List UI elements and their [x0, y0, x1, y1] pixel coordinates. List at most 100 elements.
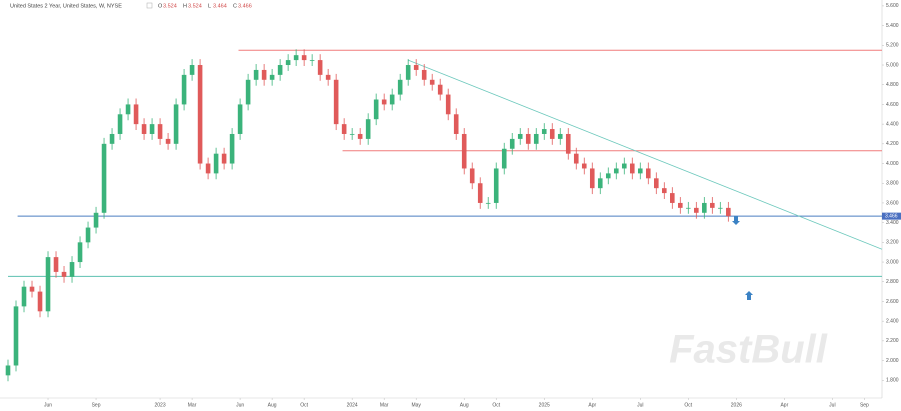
- candle-body: [61, 271, 67, 277]
- candle-body: [469, 168, 475, 184]
- candle-body: [629, 163, 635, 174]
- trend-line: [408, 59, 883, 250]
- x-tick-label: Oct: [300, 402, 308, 408]
- candle-body: [109, 133, 115, 144]
- candle-body: [101, 143, 107, 213]
- candle-body: [221, 153, 227, 164]
- y-tick-label: 2.000: [886, 358, 899, 364]
- y-tick-label: 5.400: [886, 23, 899, 29]
- x-tick-label: 2023: [155, 402, 166, 408]
- candle-body: [165, 138, 171, 144]
- candle-body: [117, 114, 123, 134]
- candle-body: [229, 133, 235, 164]
- candle-body: [445, 94, 451, 115]
- x-tick-label: Jul: [637, 402, 643, 408]
- candle-body: [437, 84, 443, 95]
- y-tick-label: 5.000: [886, 62, 899, 68]
- ohlc-value: 3.524: [163, 3, 177, 9]
- candle-body: [389, 94, 395, 105]
- candle-body: [173, 104, 179, 144]
- price-badge-label: 3.466: [885, 213, 898, 219]
- x-tick-label: Aug: [460, 402, 469, 408]
- toggle-box[interactable]: [146, 2, 153, 9]
- x-tick-label: Jun: [236, 402, 244, 408]
- candle-body: [301, 55, 307, 61]
- x-tick-label: Oct: [492, 402, 500, 408]
- candle-body: [405, 65, 411, 80]
- ohlc-key: C: [233, 3, 237, 9]
- y-tick-label: 3.800: [886, 181, 899, 187]
- candle-body: [589, 168, 595, 189]
- ohlc-value: 3.466: [238, 3, 252, 9]
- x-tick-label: May: [411, 402, 421, 408]
- candle-body: [157, 124, 163, 139]
- candle-body: [670, 193, 675, 203]
- y-tick-label: 3.000: [886, 259, 899, 265]
- x-tick-label: Sep: [92, 402, 101, 408]
- candle-body: [5, 365, 11, 376]
- candle-body: [637, 168, 643, 174]
- chart-title: United States 2 Year, United States, W, …: [10, 3, 122, 9]
- candle-body: [702, 202, 707, 213]
- candle-body: [253, 69, 259, 80]
- candle-body: [573, 153, 579, 164]
- candle-body: [53, 257, 59, 272]
- candle-body: [29, 286, 35, 292]
- candle-body: [197, 65, 203, 164]
- candle-body: [694, 207, 699, 213]
- candle-body: [493, 168, 499, 203]
- y-tick-label: 2.200: [886, 338, 899, 344]
- candle-body: [541, 129, 547, 134]
- candle-body: [557, 133, 563, 139]
- candle-body: [581, 163, 587, 169]
- ohlc-value: 3.464: [213, 3, 227, 9]
- y-tick-label: 2.600: [886, 299, 899, 305]
- candle-body: [213, 153, 219, 174]
- x-tick-label: Mar: [188, 402, 197, 408]
- candle-body: [501, 148, 507, 169]
- candle-body: [45, 257, 51, 312]
- candle-body: [333, 79, 339, 125]
- candle-body: [477, 183, 483, 203]
- ohlc-key: O: [158, 3, 163, 9]
- candle-body: [181, 74, 187, 105]
- y-tick-label: 2.400: [886, 318, 899, 324]
- candle-body: [413, 65, 419, 70]
- candle-body: [613, 168, 619, 174]
- ohlc-value: 3.524: [188, 3, 202, 9]
- candle-body: [453, 114, 459, 134]
- candle-body: [525, 133, 531, 144]
- candle-body: [710, 202, 715, 208]
- candle-body: [93, 212, 99, 228]
- x-tick-label: Mar: [380, 402, 389, 408]
- header: United States 2 Year, United States, W, …: [10, 2, 153, 9]
- candle-body: [77, 242, 83, 263]
- candle-body: [429, 79, 435, 85]
- candle-body: [21, 286, 27, 307]
- candle-body: [69, 262, 75, 277]
- candle-body: [149, 124, 155, 134]
- candle-body: [245, 79, 251, 105]
- x-tick-label: Sep: [860, 402, 869, 408]
- candle-body: [381, 99, 387, 105]
- candle-body: [605, 173, 611, 179]
- y-tick-label: 5.600: [886, 3, 899, 9]
- y-tick-label: 4.200: [886, 141, 899, 147]
- candle-body: [726, 207, 731, 217]
- candle-body: [269, 74, 275, 80]
- y-tick-label: 4.000: [886, 161, 899, 167]
- candle-body: [686, 207, 691, 209]
- x-tick-label: Aug: [268, 402, 277, 408]
- candle-body: [325, 74, 331, 80]
- candle-body: [13, 306, 19, 366]
- y-tick-label: 4.600: [886, 102, 899, 108]
- candle-body: [293, 55, 299, 61]
- candle-body: [718, 207, 723, 209]
- candle-body: [533, 133, 539, 144]
- candle-body: [365, 119, 371, 139]
- candle-body: [653, 178, 659, 189]
- candle-body: [309, 60, 315, 61]
- x-tick-label: Jun: [44, 402, 52, 408]
- candle-body: [662, 188, 667, 194]
